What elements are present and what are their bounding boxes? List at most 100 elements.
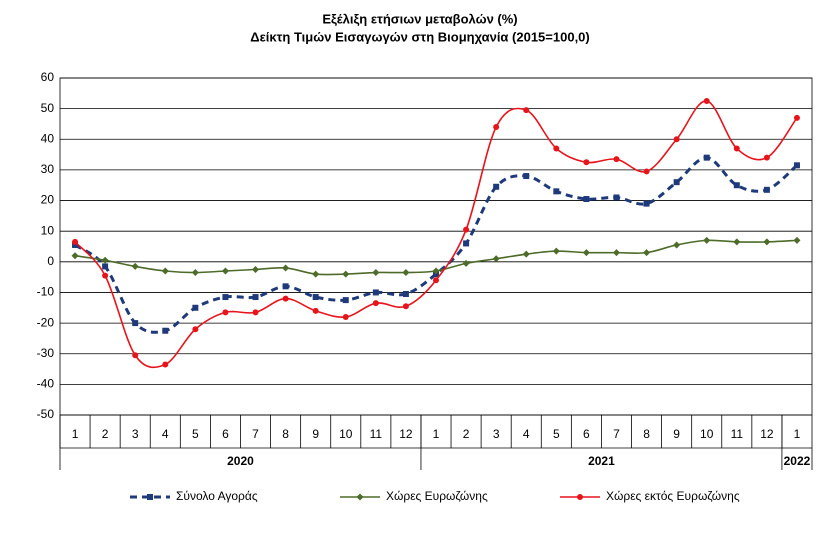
chart-title: Εξέλιξη ετήσιων μεταβολών (%): [322, 11, 517, 26]
point: [643, 249, 651, 257]
point: [703, 236, 711, 244]
y-tick-label: 40: [41, 131, 55, 145]
x-tick-label: 6: [222, 427, 229, 441]
point: [222, 309, 229, 316]
point: [493, 183, 500, 190]
legend-marker: [147, 494, 153, 500]
point: [553, 188, 560, 195]
point: [582, 249, 590, 257]
y-tick-label: -40: [37, 377, 55, 391]
point: [733, 145, 740, 152]
point: [583, 159, 590, 166]
point: [552, 247, 560, 255]
point: [402, 303, 409, 310]
point: [673, 136, 680, 143]
point: [793, 236, 801, 244]
y-tick-label: 60: [41, 70, 55, 84]
y-tick-label: -20: [37, 315, 55, 329]
legend-marker: [577, 494, 583, 500]
year-label: 2020: [227, 454, 254, 468]
point: [733, 182, 740, 189]
legend-label: Χώρες Ευρωζώνης: [386, 489, 488, 503]
point: [191, 269, 199, 277]
point: [763, 154, 770, 161]
legend-label: Χώρες εκτός Ευρωζώνης: [606, 489, 740, 503]
point: [342, 297, 349, 304]
point: [522, 250, 530, 258]
x-tick-label: 4: [162, 427, 169, 441]
point: [132, 352, 139, 359]
point: [643, 168, 650, 175]
plot-border: [59, 77, 813, 416]
legend-marker: [356, 493, 364, 501]
y-tick-label: -10: [37, 285, 55, 299]
x-tick-label: 3: [132, 427, 139, 441]
x-tick-label: 2: [463, 427, 470, 441]
point: [372, 300, 379, 307]
point: [402, 290, 409, 297]
point: [793, 114, 800, 121]
point: [523, 173, 530, 180]
point: [252, 294, 259, 301]
point: [613, 156, 620, 163]
point: [703, 97, 710, 104]
point: [763, 186, 770, 193]
point: [553, 145, 560, 152]
y-tick-label: 20: [41, 193, 55, 207]
point: [793, 162, 800, 169]
y-tick-label: -50: [37, 407, 55, 421]
point: [463, 226, 470, 233]
point: [463, 240, 470, 247]
x-tick-label: 7: [252, 427, 259, 441]
x-tick-label: 12: [760, 427, 774, 441]
point: [402, 269, 410, 277]
point: [252, 265, 260, 273]
legend-label: Σύνολο Αγοράς: [176, 489, 258, 503]
x-tick-label: 10: [339, 427, 353, 441]
point: [613, 194, 620, 201]
y-tick-label: -30: [37, 346, 55, 360]
x-tick-label: 12: [399, 427, 413, 441]
point: [342, 313, 349, 320]
y-tick-label: 10: [41, 223, 55, 237]
point: [703, 154, 710, 161]
point: [643, 200, 650, 207]
point: [763, 238, 771, 246]
point: [192, 304, 199, 311]
point: [462, 259, 470, 267]
y-tick-label: 30: [41, 162, 55, 176]
point: [72, 238, 79, 245]
point: [493, 124, 500, 131]
point: [312, 294, 319, 301]
point: [162, 361, 169, 368]
x-tick-label: 5: [553, 427, 560, 441]
point: [312, 307, 319, 314]
x-tick-label: 1: [433, 427, 440, 441]
point: [192, 326, 199, 333]
x-tick-label: 8: [643, 427, 650, 441]
point: [282, 295, 289, 302]
x-tick-label: 9: [673, 427, 680, 441]
point: [342, 270, 350, 278]
x-tick-label: 7: [613, 427, 620, 441]
point: [282, 283, 289, 290]
point: [131, 262, 139, 270]
point: [523, 107, 530, 114]
point: [221, 267, 229, 275]
x-tick-label: 11: [731, 427, 744, 441]
x-tick-label: 8: [282, 427, 289, 441]
point: [372, 269, 380, 277]
point: [102, 263, 109, 270]
point: [101, 256, 109, 264]
y-tick-label: 0: [47, 254, 54, 268]
x-tick-label: 10: [700, 427, 714, 441]
x-tick-label: 3: [493, 427, 500, 441]
point: [162, 327, 169, 334]
year-label: 2021: [588, 454, 615, 468]
point: [733, 238, 741, 246]
x-tick-label: 2: [102, 427, 109, 441]
point: [282, 264, 290, 272]
point: [372, 289, 379, 296]
chart-subtitle: Δείκτη Τιμών Εισαγωγών στη Βιομηχανία (2…: [250, 29, 590, 44]
point: [673, 179, 680, 186]
